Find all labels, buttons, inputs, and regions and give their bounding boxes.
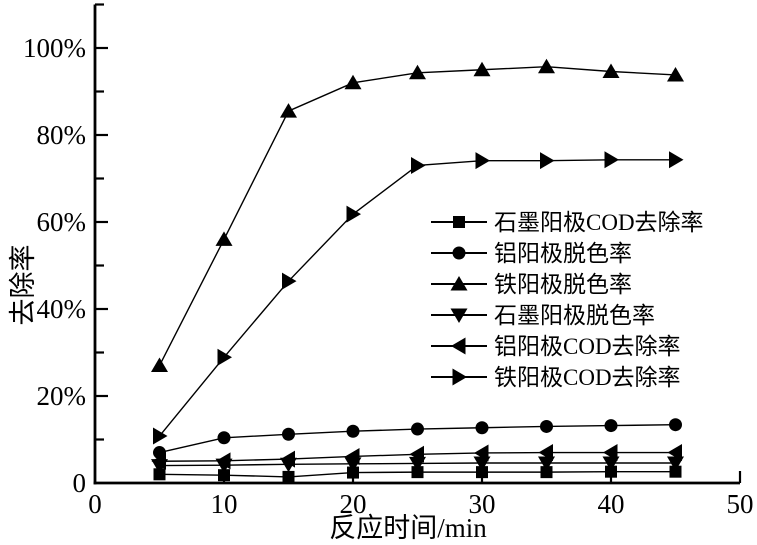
legend-label: 石墨阳极COD去除率 [494, 210, 704, 235]
legend-label: 铁阳极COD去除率 [494, 365, 681, 390]
circle-marker-icon [475, 421, 489, 435]
triangle-down-marker-icon [538, 456, 555, 471]
circle-marker-icon [411, 422, 424, 436]
axis-tick-labels: 0 20% 40% 60% 80% 100% 0 10 20 30 40 50 [23, 33, 754, 519]
series-line [158, 159, 676, 437]
square-marker-icon [153, 468, 166, 481]
triangle-up-marker-icon [667, 66, 684, 82]
square-marker-icon [282, 470, 295, 483]
triangle-up-marker-icon [344, 74, 362, 90]
triangle-right-marker-icon [604, 151, 619, 169]
legend-item: 石墨阳极COD去除率 [431, 210, 704, 235]
series-triangle-right [153, 151, 684, 445]
legend-item: 铝阳极脱色率 [431, 241, 632, 266]
triangle-up-icon [450, 276, 468, 291]
y-tick-label: 40% [37, 294, 87, 324]
triangle-right-marker-icon [153, 427, 168, 445]
circle-marker-icon [346, 424, 360, 438]
circle-marker-icon [540, 419, 553, 433]
y-axis-title: 去除率 [8, 245, 38, 326]
legend-item: 石墨阳极脱色率 [431, 303, 655, 328]
triangle-up-marker-icon [473, 61, 491, 77]
square-marker-icon [347, 466, 359, 479]
square-marker-icon [218, 469, 230, 482]
series-triangle-up [151, 58, 684, 373]
triangle-right-marker-icon [475, 152, 490, 170]
legend-label: 铝阳极脱色率 [494, 241, 632, 266]
triangle-up-marker-icon [409, 64, 426, 80]
square-marker-icon [411, 466, 424, 479]
triangle-right-marker-icon [217, 348, 232, 366]
circle-marker-icon [282, 427, 295, 441]
triangle-left-icon [451, 337, 466, 355]
x-tick-label: 30 [469, 489, 496, 519]
circle-icon [452, 246, 466, 260]
y-tick-label: 100% [23, 33, 86, 63]
series-square [153, 465, 682, 483]
triangle-left-marker-icon [603, 444, 618, 462]
triangle-left-marker-icon [474, 444, 489, 462]
triangle-left-marker-icon [345, 447, 360, 465]
x-tick-label: 10 [211, 489, 238, 519]
circle-marker-icon [604, 419, 618, 433]
triangle-right-marker-icon [540, 152, 555, 170]
x-tick-label: 20 [340, 489, 367, 519]
triangle-up-marker-icon [538, 58, 555, 74]
triangle-down-icon [450, 308, 468, 323]
triangle-left-marker-icon [667, 444, 682, 462]
triangle-up-marker-icon [151, 357, 168, 373]
x-tick-label: 0 [88, 489, 102, 519]
square-marker-icon [540, 466, 553, 479]
series-circle [153, 418, 682, 460]
triangle-right-marker-icon [411, 156, 426, 174]
triangle-up-marker-icon [215, 231, 233, 246]
y-tick-label: 60% [37, 207, 87, 237]
plot-axes [93, 4, 740, 485]
triangle-left-marker-icon [280, 450, 295, 468]
x-tick-label: 50 [727, 489, 754, 519]
y-tick-label: 80% [37, 120, 87, 150]
legend-item: 铁阳极脱色率 [431, 272, 632, 297]
triangle-left-marker-icon [409, 445, 424, 463]
triangle-up-marker-icon [280, 103, 297, 118]
legend-label: 石墨阳极脱色率 [494, 303, 655, 328]
triangle-right-marker-icon [346, 205, 361, 223]
triangle-right-icon [452, 368, 467, 386]
square-marker-icon [669, 465, 682, 478]
data-series [151, 58, 684, 483]
triangle-left-marker-icon [151, 452, 166, 470]
square-icon [453, 216, 465, 228]
chart-legend: 石墨阳极COD去除率铝阳极脱色率铁阳极脱色率石墨阳极脱色率铝阳极COD去除率铁阳… [431, 210, 704, 390]
triangle-down-marker-icon [667, 456, 684, 471]
series-triangle-down [151, 456, 684, 474]
triangle-right-marker-icon [669, 151, 684, 169]
x-tick-label: 40 [598, 489, 625, 519]
x-axis-title: 反应时间/min [329, 513, 487, 543]
legend-item: 铝阳极COD去除率 [431, 334, 681, 359]
circle-marker-icon [669, 418, 682, 432]
square-marker-icon [605, 465, 617, 478]
legend-item: 铁阳极COD去除率 [431, 365, 681, 390]
circle-marker-icon [217, 431, 231, 445]
legend-label: 铁阳极脱色率 [494, 272, 632, 297]
triangle-up-marker-icon [602, 63, 620, 78]
triangle-left-marker-icon [216, 452, 231, 470]
square-marker-icon [476, 466, 488, 479]
legend-label: 铝阳极COD去除率 [494, 334, 681, 359]
series-triangle-left [151, 444, 682, 470]
y-tick-label: 20% [37, 381, 87, 411]
triangle-down-marker-icon [602, 456, 620, 471]
y-tick-label: 0 [73, 468, 87, 498]
triangle-right-marker-icon [282, 272, 297, 290]
triangle-left-marker-icon [538, 444, 553, 462]
